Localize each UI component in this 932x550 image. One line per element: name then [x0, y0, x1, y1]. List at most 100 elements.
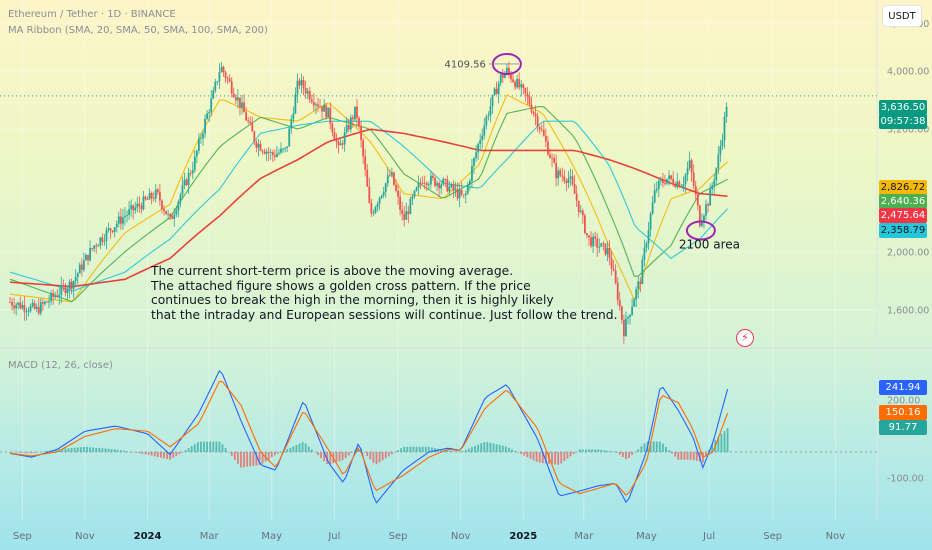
candle-body [427, 184, 430, 186]
candle-body [21, 304, 24, 309]
macd-histogram-bar [110, 449, 113, 452]
candle-body [17, 302, 20, 305]
candle-body [403, 213, 406, 220]
candle-body [401, 210, 404, 214]
candle-body [298, 80, 301, 86]
candle-body [333, 132, 336, 140]
candle-body [495, 88, 498, 95]
candle-body [499, 74, 502, 84]
candle-body [150, 193, 153, 199]
candle-body [692, 172, 695, 186]
candle-body [62, 285, 65, 287]
candle-body [323, 105, 326, 112]
candle-body [469, 181, 471, 185]
macd-histogram-bar [498, 445, 501, 452]
time-axis: Sep Nov 2024 Mar May Jul Sep Nov 2025 Mar May Jul Se… [13, 531, 845, 542]
macd-tick-label: -100.00 [887, 474, 924, 485]
candle-body [432, 175, 434, 178]
candle-body [140, 205, 143, 210]
candle-body [411, 196, 414, 199]
candle-body [19, 302, 22, 309]
macd-histogram-bar [415, 446, 418, 452]
candle-body [639, 281, 642, 284]
macd-histogram-bar [86, 446, 88, 452]
macd-histogram-bar [289, 447, 292, 452]
candle-body [600, 243, 603, 247]
candle-body [327, 107, 330, 118]
candle-body [226, 78, 229, 79]
candle-body [520, 84, 523, 88]
candle-body [637, 281, 640, 290]
macd-histogram-bar [412, 446, 415, 452]
macd-legend: MACD (12, 26, close) [8, 360, 113, 371]
macd-histogram-bar [153, 452, 156, 457]
candle-body [80, 264, 83, 270]
candle-body [321, 106, 323, 112]
time-tick-label: May [261, 531, 282, 542]
macd-histogram-bar [172, 452, 175, 458]
candle-body [643, 247, 646, 260]
candle-body [206, 113, 209, 119]
candle-body [347, 124, 350, 130]
candle-body [423, 183, 426, 184]
candle-body [717, 154, 720, 169]
macd-histogram-bar [631, 452, 634, 456]
candle-body [481, 135, 484, 140]
candle-body [592, 236, 594, 247]
macd-histogram-bar [640, 446, 643, 452]
macd-histogram-bar [196, 442, 199, 452]
candle-body [651, 202, 654, 214]
candle-body [83, 260, 85, 270]
candle-body [218, 72, 221, 82]
candle-body [31, 303, 34, 307]
candle-body [590, 237, 592, 247]
macd-histogram-bar [190, 446, 193, 452]
candle-body [415, 187, 418, 191]
macd-histogram-bar [36, 452, 39, 453]
macd-histogram-bar [113, 449, 116, 452]
macd-histogram-bar [33, 452, 36, 453]
candle-body [56, 295, 59, 297]
candle-body [273, 154, 276, 157]
candle-body [220, 66, 223, 73]
macd-histogram-bar [79, 447, 82, 452]
candle-body [33, 303, 36, 309]
macd-histogram-bar [483, 442, 486, 452]
macd-histogram-bar [42, 451, 45, 452]
macd-value-tag: 241.94 [879, 380, 927, 395]
macd-histogram-bar [452, 451, 455, 452]
candle-body [119, 216, 122, 224]
macd-histogram-bar [538, 452, 541, 463]
macd-histogram-bar [600, 449, 603, 452]
macd-histogram-bar [434, 448, 436, 452]
candle-body [54, 295, 57, 297]
candle-body [530, 104, 533, 113]
candle-body [378, 197, 381, 204]
macd-value-tag: 150.16 [879, 405, 927, 420]
candle-body [360, 125, 362, 141]
candle-body [271, 152, 274, 155]
candle-body [497, 83, 500, 95]
candle-body [594, 236, 597, 239]
candle-body [247, 120, 250, 122]
candle-body [306, 91, 309, 94]
macd-histogram-bar [261, 452, 264, 464]
macd-histogram-bar [501, 445, 504, 452]
candle-body [197, 138, 200, 151]
macd-histogram-bar [224, 448, 227, 452]
candle-body [144, 196, 147, 200]
candle-body [641, 259, 644, 284]
macd-histogram-bar [341, 452, 344, 461]
flash-icon[interactable]: ⚡ [736, 329, 754, 347]
macd-histogram-bar [144, 452, 147, 455]
currency-button[interactable]: USDT [882, 5, 922, 27]
candle-body [310, 99, 313, 103]
candle-body [212, 90, 215, 99]
candle-body [579, 210, 582, 213]
candle-body [598, 246, 601, 248]
candle-body [68, 281, 71, 290]
macd-histogram-bar [665, 446, 667, 452]
candle-body [413, 190, 416, 197]
candle-body [339, 143, 342, 146]
